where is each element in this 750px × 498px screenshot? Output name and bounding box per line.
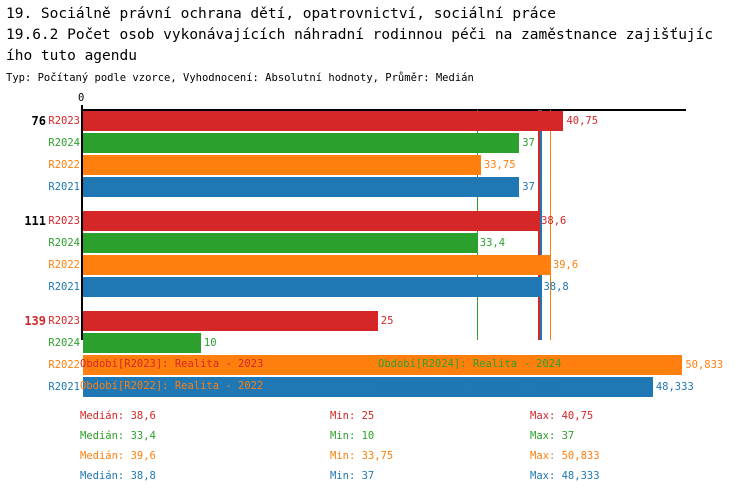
- header-block: 19. Sociálně právní ochrana dětí, opatro…: [0, 0, 750, 85]
- stat-median: Medián: 38,8: [80, 470, 156, 482]
- page-title-line-2: 19.6.2 Počet osob vykonávajících náhradn…: [6, 27, 714, 43]
- bar[interactable]: [83, 133, 520, 153]
- stat-median: Medián: 33,4: [80, 430, 156, 442]
- stat-max: Max: 40,75: [530, 410, 594, 422]
- bar[interactable]: [83, 155, 481, 175]
- bar-row[interactable]: R2024 37: [0, 132, 750, 154]
- stat-min: Min: 25: [330, 410, 375, 422]
- bar-value-label: 40,75: [566, 115, 599, 127]
- bar-value-label: 38,8: [543, 281, 569, 293]
- bar-row-label: R2021: [48, 181, 80, 193]
- stat-max: Max: 50,833: [530, 450, 600, 462]
- bar[interactable]: [83, 377, 653, 397]
- group-label: 139: [24, 314, 46, 328]
- bar-row[interactable]: R2023 38,6: [0, 210, 750, 232]
- y-axis-line: [81, 105, 83, 340]
- stat-max: Max: 37: [530, 430, 575, 442]
- x-axis-line: [81, 109, 686, 111]
- bar-value-label: 50,833: [685, 359, 724, 371]
- bar[interactable]: [83, 277, 541, 297]
- bar-row-label: R2021: [48, 281, 80, 293]
- legend-item[interactable]: Období[R2021]: Realita - 2021: [378, 380, 562, 392]
- stat-max: Max: 48,333: [530, 470, 600, 482]
- bar[interactable]: [83, 333, 201, 353]
- bar-row-label: R2022: [48, 259, 80, 271]
- chart-legend: Období[R2023]: Realita - 2023 Období[R202…: [0, 358, 750, 402]
- reference-line-3: [549, 110, 552, 340]
- bar[interactable]: [83, 177, 520, 197]
- bar-value-label: 37: [522, 137, 535, 149]
- reference-line-1: [538, 110, 540, 340]
- bar-row[interactable]: R2022 39,6: [0, 254, 750, 276]
- chart-subtitle: Typ: Počítaný podle vzorce, Vyhodnocení:…: [6, 72, 474, 84]
- bar-row[interactable]: R2024 33,4: [0, 232, 750, 254]
- bar-row-label: R2024: [48, 137, 80, 149]
- bar-row[interactable]: R2022 50,833: [0, 354, 750, 376]
- bar[interactable]: [83, 233, 477, 253]
- bar-row-label: R2023: [48, 115, 80, 127]
- bar-value-label: 33,4: [479, 237, 506, 249]
- bar-row[interactable]: R2021 37: [0, 176, 750, 198]
- bar-chart: 0 76 R2023 40,75 R2024 37 R2022 33,75 R2021 37 11…: [0, 92, 750, 397]
- stat-min: Min: 37: [330, 470, 375, 482]
- bar-row[interactable]: R2021 38,8: [0, 276, 750, 298]
- bar-value-label: 25: [380, 315, 394, 327]
- page-title-line-1: 19. Sociálně právní ochrana dětí, opatro…: [6, 6, 556, 22]
- bar-value-label: 38,6: [541, 215, 567, 227]
- bar-row[interactable]: R2024 10: [0, 332, 750, 354]
- bar-value-label: 33,75: [483, 159, 516, 171]
- bar[interactable]: [83, 355, 683, 375]
- legend-item[interactable]: Období[R2023]: Realita - 2023: [80, 358, 264, 370]
- reference-line-2: [540, 110, 542, 340]
- bar-row[interactable]: R2023 25: [0, 310, 750, 332]
- bar-value-label: 39,6: [552, 259, 579, 271]
- bar[interactable]: [83, 311, 378, 331]
- axis-origin-label: 0: [78, 92, 85, 104]
- bar-row-label: R2021: [48, 381, 80, 393]
- bar[interactable]: [83, 255, 550, 275]
- legend-item[interactable]: Období[R2022]: Realita - 2022: [80, 380, 264, 392]
- stat-median: Medián: 39,6: [80, 450, 156, 462]
- bar-row[interactable]: R2022 33,75: [0, 154, 750, 176]
- bar[interactable]: [83, 111, 564, 131]
- bar-value-label: 10: [203, 337, 217, 349]
- bar-row[interactable]: R2023 40,75: [0, 110, 750, 132]
- group-label: 111: [24, 214, 46, 228]
- group-label: 76: [31, 114, 46, 128]
- stat-min: Min: 33,75: [330, 450, 394, 462]
- page-title-line-3: ího tuto agendu: [6, 48, 137, 64]
- stat-min: Min: 10: [330, 430, 375, 442]
- stat-median: Medián: 38,6: [80, 410, 156, 422]
- legend-item[interactable]: Období[R2024]: Realita - 2024: [378, 358, 562, 370]
- bar[interactable]: [83, 211, 539, 231]
- bar-row-label: R2022: [48, 159, 80, 171]
- bar-value-label: 37: [522, 181, 535, 193]
- bar-row[interactable]: R2021 48,333: [0, 376, 750, 398]
- bar-row-label: R2022: [48, 359, 80, 371]
- statistics-table: Medián: 38,6 Min: 25 Max: 40,75 Medián: 33,…: [0, 410, 750, 496]
- bar-row-label: R2023: [48, 315, 80, 327]
- bar-row-label: R2023: [48, 215, 80, 227]
- bar-row-label: R2024: [48, 237, 80, 249]
- bar-row-label: R2024: [48, 337, 80, 349]
- bar-value-label: 48,333: [655, 381, 694, 393]
